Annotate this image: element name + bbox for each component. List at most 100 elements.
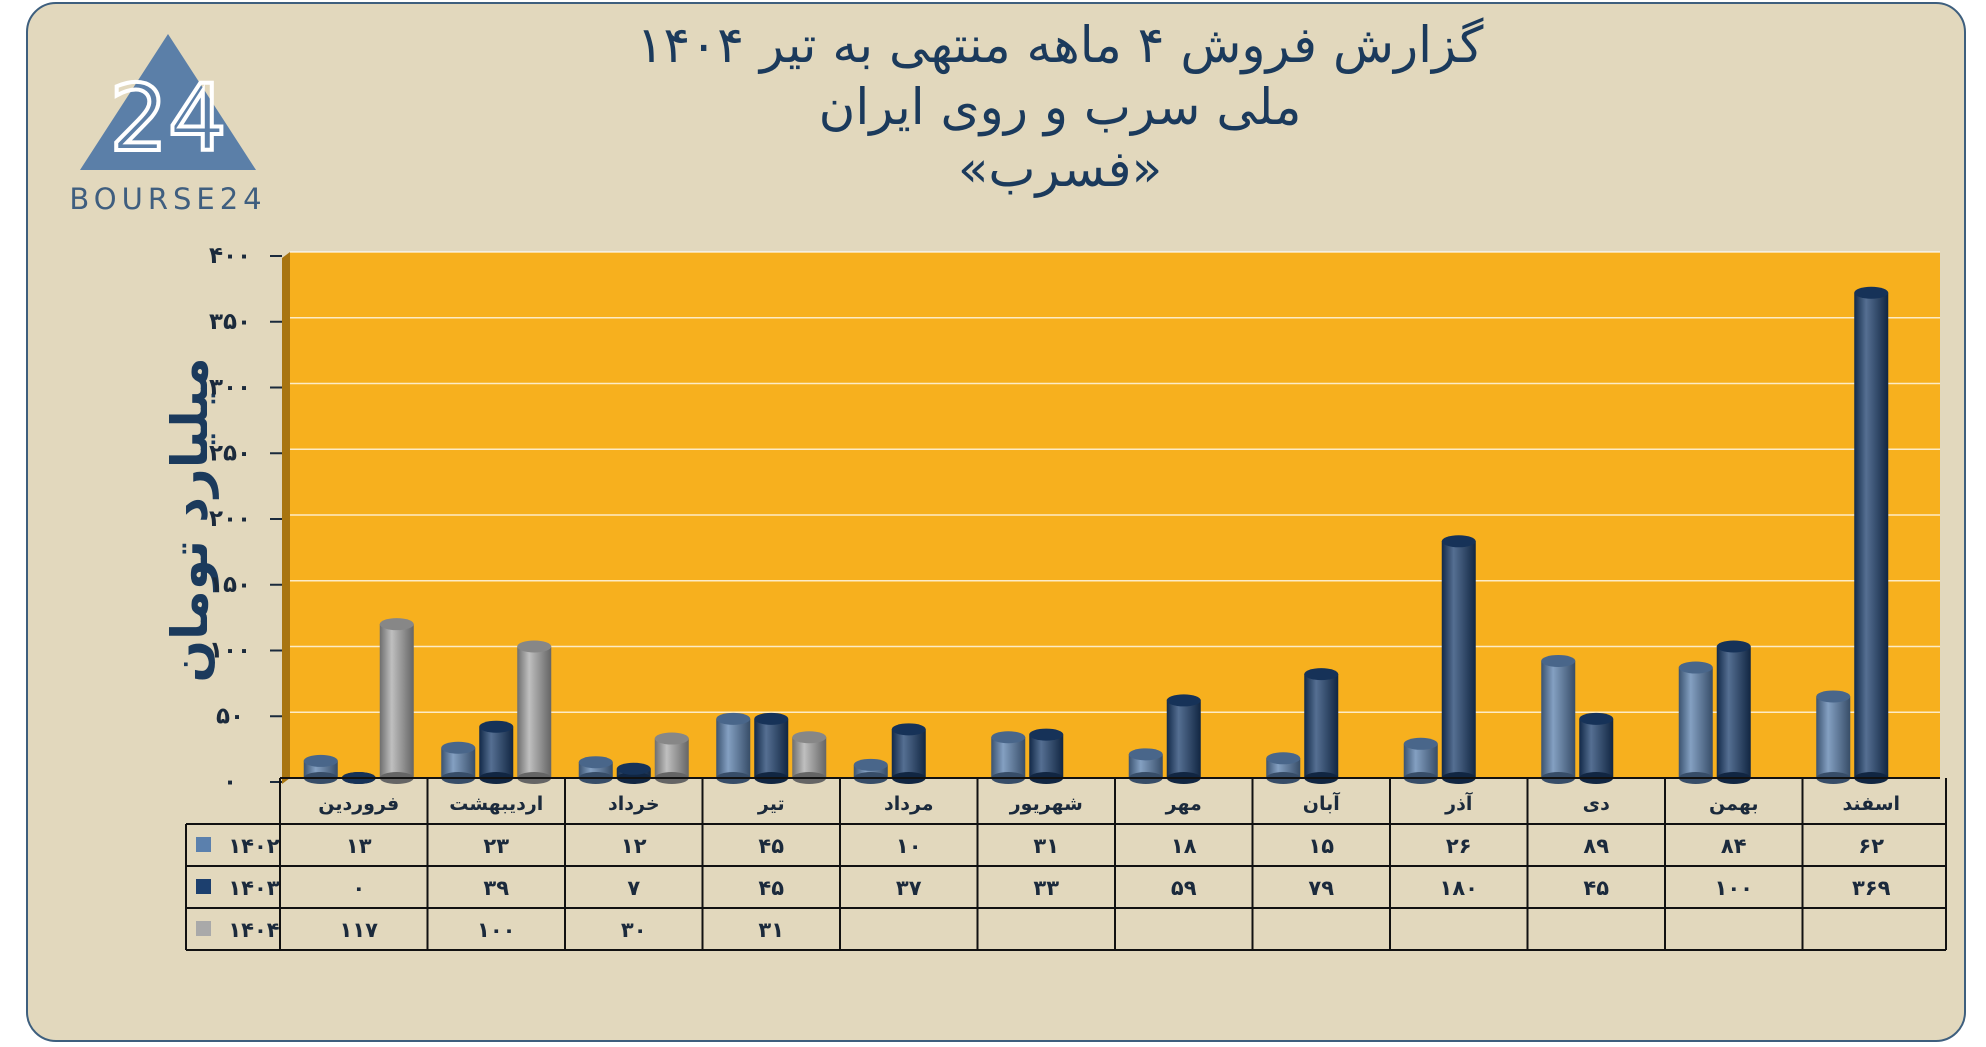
legend-series-name: ۱۴۰۳: [228, 876, 279, 900]
bar-2-6: [1029, 728, 1064, 784]
bar-3-3: [654, 732, 689, 784]
y-tick-label: ۳۵۰: [209, 309, 251, 335]
x-tick-label: مرداد: [884, 793, 934, 815]
chart-title: گزارش فروش ۴ ماهه منتهی به تیر ۱۴۰۴ ملی …: [560, 14, 1560, 200]
bar-top: [754, 712, 789, 725]
y-tick-label: ۱۵۰: [209, 572, 251, 598]
bar-1-9: [1403, 737, 1438, 784]
x-tick-label: مهر: [1165, 793, 1202, 815]
data-table: فروردین اردیبهشت خرداد تیر مرداد شهریور مهر آبا…: [185, 777, 1947, 951]
data-label: ۳۳: [1033, 876, 1059, 900]
bar-top: [716, 712, 751, 725]
bar-3-4: [792, 731, 827, 784]
bar-1-6: [991, 731, 1026, 784]
data-label: ۲۳: [483, 834, 509, 858]
bar-body: [1579, 718, 1614, 778]
data-label: ۶۲: [1858, 834, 1884, 858]
bar-2-11: [1716, 640, 1751, 784]
bar-body: [754, 718, 789, 778]
data-label: ۷۹: [1308, 876, 1334, 900]
bar-1-11: [1678, 661, 1713, 784]
data-label: ۷: [627, 876, 640, 900]
data-label: ۳۱: [1033, 834, 1059, 858]
data-label: ۱۲: [621, 834, 647, 858]
bar-top: [1816, 690, 1851, 703]
bar-top: [441, 741, 476, 754]
legend-swatch-3: [196, 921, 211, 936]
bar-top: [891, 723, 926, 736]
data-label: ۳۷: [896, 876, 922, 900]
data-label: ۳۰: [621, 918, 647, 942]
legend-series-name: ۱۴۰۲: [228, 834, 279, 858]
bar-top: [1029, 728, 1064, 741]
title-line-1: گزارش فروش ۴ ماهه منتهی به تیر ۱۴۰۴: [636, 16, 1484, 74]
bar-body: [1166, 700, 1201, 778]
x-tick-label: دی: [1583, 793, 1610, 815]
bar-2-8: [1304, 668, 1339, 784]
data-label: ۳۶۹: [1852, 876, 1891, 900]
data-label: ۱۳: [346, 834, 372, 858]
bar-body: [1304, 674, 1339, 778]
data-label: ۳۹: [483, 876, 509, 900]
legend-swatch-1: [196, 837, 211, 852]
x-tick-label: اردیبهشت: [449, 793, 543, 815]
bar-body: [792, 737, 827, 778]
bar-body: [716, 718, 751, 778]
data-label: ۱۵: [1308, 834, 1334, 858]
bar-body: [479, 726, 514, 778]
bar-3-1: [379, 618, 414, 784]
bar-2-10: [1579, 712, 1614, 784]
title-line-3: «فسرب»: [957, 140, 1163, 198]
data-label: ۴۵: [758, 876, 784, 900]
bar-2-2: [479, 720, 514, 784]
bar-2-3: [616, 762, 651, 784]
bar-1-1: [303, 754, 338, 784]
y-tick-label: ۵۰: [216, 703, 244, 729]
bar-top: [578, 756, 613, 769]
bar-top: [479, 720, 514, 733]
bar-top: [1579, 712, 1614, 725]
bar-top: [853, 758, 888, 771]
bar-top: [616, 762, 651, 775]
title-line-2: ملی سرب و روی ایران: [818, 78, 1302, 136]
data-label: ۴۵: [1583, 876, 1609, 900]
bar-top: [379, 618, 414, 631]
bar-body: [1128, 754, 1163, 778]
y-tick-label: ۰: [223, 769, 237, 795]
bar-2-5: [891, 723, 926, 784]
bar-body: [1716, 646, 1751, 778]
bar-body: [1441, 541, 1476, 778]
bar-top: [792, 731, 827, 744]
data-label: ۸۹: [1583, 834, 1609, 858]
bar-1-4: [716, 712, 751, 784]
bar-body: [517, 646, 552, 778]
logo-text: BOURSE24: [69, 182, 267, 216]
bar-top: [1266, 752, 1301, 765]
x-tick-label: خرداد: [608, 793, 660, 815]
data-label: ۳۱: [758, 918, 784, 942]
bar-body: [1541, 660, 1576, 778]
bar-top: [1403, 737, 1438, 750]
data-label: ۱۰: [896, 834, 922, 858]
bar-top: [1166, 694, 1201, 707]
y-tick-label: ۲۰۰: [209, 506, 251, 532]
bar-top: [1678, 661, 1713, 674]
bourse24-logo: 24 BOURSE24: [68, 30, 268, 220]
bar-top: [991, 731, 1026, 744]
x-tick-label: تیر: [757, 793, 785, 815]
bar-1-8: [1266, 752, 1301, 784]
y-tick-label: ۱۰۰: [209, 638, 251, 664]
bar-top: [1716, 640, 1751, 653]
y-tick-label: ۳۰۰: [209, 375, 251, 401]
x-tick-label: اسفند: [1842, 793, 1900, 815]
legend-swatch-2: [196, 879, 211, 894]
data-label: ۵۹: [1171, 876, 1197, 900]
bar-body: [1854, 292, 1889, 778]
bar-body: [891, 729, 926, 778]
data-label: ۸۴: [1721, 834, 1747, 858]
data-label: ۱۱۷: [340, 918, 379, 942]
x-tick-label: آذر: [1444, 791, 1473, 815]
bar-top: [303, 754, 338, 767]
plot-side-wall: [282, 252, 290, 784]
